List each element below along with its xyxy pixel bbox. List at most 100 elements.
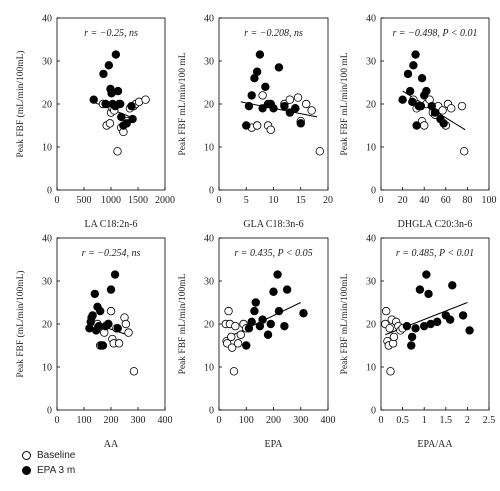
chart-2-epa-3m-point — [247, 91, 256, 100]
chart-5-x-axis-label: EPA — [265, 439, 284, 450]
chart-3-baseline-point — [459, 147, 469, 156]
chart-3-epa-3m-point — [412, 121, 421, 130]
chart-5-baseline-point — [233, 339, 243, 348]
chart-6-x-tick-label: 0.5 — [396, 415, 409, 426]
chart-5-baseline-point — [231, 321, 240, 331]
chart-1-epa-3m-point — [101, 99, 110, 109]
chart-1-y-tick-label: 20 — [42, 100, 52, 111]
chart-1-epa-3m-point — [89, 95, 98, 104]
chart-2-baseline-point — [252, 121, 262, 130]
chart-6-epa-3m-point — [458, 311, 468, 320]
chart-5-x-tick-label: 0 — [217, 415, 222, 426]
chart-6-annotation: r = 0.485, P < 0.01 — [396, 248, 474, 259]
chart-4-baseline-point — [121, 319, 131, 329]
chart-3-x-tick-label: 40 — [419, 195, 429, 206]
chart-3-y-tick-label: 0 — [371, 186, 376, 197]
chart-3-annotation: r = −0.498, P < 0.01 — [392, 28, 477, 39]
chart-1-x-tick-label: 0 — [55, 195, 60, 206]
chart-5-y-tick-label: 0 — [209, 406, 214, 417]
chart-2-epa-3m-point — [296, 119, 305, 128]
chart-2-baseline-point — [315, 147, 325, 156]
chart-4-epa-3m-point — [88, 311, 97, 320]
chart-1-y-tick-label: 10 — [42, 143, 52, 154]
chart-6-epa-3m-point — [465, 326, 474, 335]
chart-4-epa-3m-point — [98, 341, 108, 350]
chart-6-baseline-point — [381, 306, 391, 316]
chart-2-x-tick-label: 0 — [217, 195, 222, 206]
chart-5-epa-3m-point — [266, 319, 275, 329]
chart-2-epa-3m-point — [242, 121, 251, 130]
chart-3-baseline-point — [420, 121, 429, 130]
chart-5-epa-3m-point — [269, 287, 278, 296]
chart-3-epa-3m-point — [408, 97, 417, 107]
chart-4-x-axis-label: AA — [104, 439, 119, 450]
chart-5-x-tick-label: 400 — [321, 415, 336, 426]
chart-1-annotation: r = −0.25, ns — [84, 28, 138, 39]
chart-6-baseline-point — [389, 332, 399, 342]
chart-6-x-axis-label: EPA/AA — [417, 439, 453, 450]
chart-5-y-tick-label: 30 — [204, 277, 214, 288]
chart-1-epa-3m-point — [115, 99, 125, 109]
chart-6-epa-3m-point — [407, 332, 417, 342]
chart-5-epa-3m-point — [299, 309, 308, 318]
chart-4-epa-3m-point — [106, 285, 116, 294]
chart-3-epa-3m-point — [422, 86, 431, 96]
chart-4-y-tick-label: 40 — [42, 234, 52, 245]
chart-1-epa-3m-point — [99, 69, 108, 79]
chart-6-epa-3m-point — [445, 315, 455, 324]
chart-4-y-tick-label: 20 — [42, 320, 52, 331]
chart-4-epa-3m-point — [110, 270, 120, 279]
chart-2-epa-3m-point — [291, 104, 300, 113]
chart-3-y-tick-label: 40 — [366, 14, 376, 25]
chart-2-y-tick-label: 20 — [204, 100, 214, 111]
chart-2-epa-3m-point — [258, 104, 267, 113]
chart-3-epa-3m-point — [416, 101, 426, 111]
chart-2-annotation: r = −0.208, ns — [244, 28, 303, 39]
chart-6-baseline-point — [385, 324, 394, 333]
chart-4-y-tick-label: 30 — [42, 277, 52, 288]
chart-2-x-axis-label: GLA C18:3n-6 — [243, 219, 303, 230]
chart-5-epa-3m-point — [274, 306, 284, 316]
open-circle-marker-icon — [22, 451, 31, 460]
chart-1-x-tick-label: 500 — [77, 195, 92, 206]
chart-3-epa-3m-point — [417, 73, 427, 83]
chart-6-y-tick-label: 0 — [371, 406, 376, 417]
chart-5-epa-3m-point — [282, 285, 292, 294]
chart-5-epa-3m-point — [273, 270, 282, 279]
chart-4-baseline-point — [114, 339, 124, 348]
chart-3-baseline-point — [438, 106, 447, 115]
chart-3-x-tick-label: 60 — [441, 195, 451, 206]
chart-6-y-tick-label: 10 — [366, 363, 376, 374]
chart-3-epa-3m-point — [405, 86, 415, 96]
chart-5-x-tick-label: 100 — [239, 415, 254, 426]
chart-6-epa-3m-point — [422, 270, 431, 279]
chart-5-epa-3m-point — [258, 315, 267, 324]
chart-3-x-tick-label: 0 — [379, 195, 384, 206]
chart-6-x-tick-label: 1 — [422, 415, 427, 426]
chart-6-y-tick-label: 20 — [366, 320, 376, 331]
chart-5-epa-3m-point — [250, 306, 259, 316]
chart-2-epa-3m-point — [255, 50, 265, 59]
chart-3-epa-3m-point — [411, 50, 420, 59]
chart-1-y-tick-label: 40 — [42, 14, 52, 25]
chart-2-epa-3m-point — [274, 63, 284, 72]
chart-4-epa-3m-point — [113, 324, 122, 333]
chart-3-x-tick-label: 80 — [462, 195, 472, 206]
chart-5-baseline-point — [224, 306, 233, 316]
chart-4-y-tick-label: 0 — [47, 406, 52, 417]
chart-4-y-axis-label: Peak FBF (mL/min/100mL) — [15, 270, 26, 377]
chart-5-epa-3m-point — [251, 298, 260, 307]
chart-5-baseline-point — [229, 367, 239, 376]
chart-3-baseline-point — [457, 101, 467, 111]
chart-1-epa-3m-point — [113, 86, 123, 96]
chart-2-baseline-point — [258, 91, 267, 100]
chart-4-x-tick-label: 400 — [158, 415, 173, 426]
chart-4-baseline-point — [106, 306, 116, 316]
chart-2-baseline-point — [285, 95, 295, 104]
chart-2-y-tick-label: 10 — [204, 143, 214, 154]
chart-6-x-tick-label: 2.5 — [483, 415, 496, 426]
chart-2-regression-line — [240, 101, 318, 118]
chart-5-epa-3m-point — [242, 341, 251, 350]
chart-5-y-axis-label: Peak FBF mL/min/100mL — [178, 273, 188, 374]
chart-2-y-tick-label: 40 — [204, 14, 214, 25]
